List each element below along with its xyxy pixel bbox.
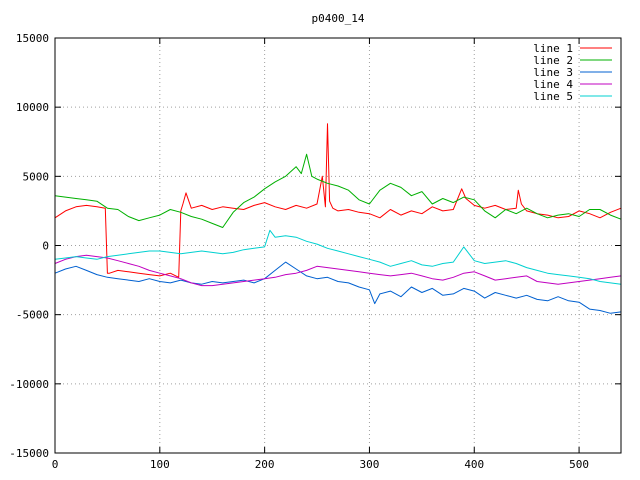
x-axis: 0 100 200 300 400 500	[52, 38, 589, 471]
legend-label-5: line 5	[533, 90, 573, 103]
series-line-3	[54, 261, 622, 314]
y-tick-label: 15000	[16, 32, 49, 45]
x-tick-label: 400	[464, 458, 484, 471]
series-line-5	[54, 229, 622, 285]
chart-title: p0400_14	[312, 12, 365, 25]
series-line-2	[54, 153, 622, 228]
x-tick-label: 100	[150, 458, 170, 471]
legend-label-3: line 3	[533, 66, 573, 79]
y-tick-label: -15000	[9, 447, 49, 460]
legend-label-2: line 2	[533, 54, 573, 67]
y-tick-label: -10000	[9, 378, 49, 391]
x-tick-label: 300	[360, 458, 380, 471]
series-group	[54, 123, 622, 314]
series-line-1	[54, 123, 622, 278]
x-tick-label: 0	[52, 458, 59, 471]
y-tick-label: -5000	[16, 309, 49, 322]
y-tick-label: 5000	[23, 170, 50, 183]
y-tick-label: 0	[42, 240, 49, 253]
legend-label-1: line 1	[533, 42, 573, 55]
y-tick-label: 10000	[16, 101, 49, 114]
x-tick-label: 500	[569, 458, 589, 471]
y-axis: -15000 -10000 -5000 0 5000 10000 15000	[9, 32, 621, 460]
legend-label-4: line 4	[533, 78, 573, 91]
series-line-4	[54, 254, 622, 287]
x-tick-label: 200	[255, 458, 275, 471]
plot-frame	[54, 37, 622, 454]
